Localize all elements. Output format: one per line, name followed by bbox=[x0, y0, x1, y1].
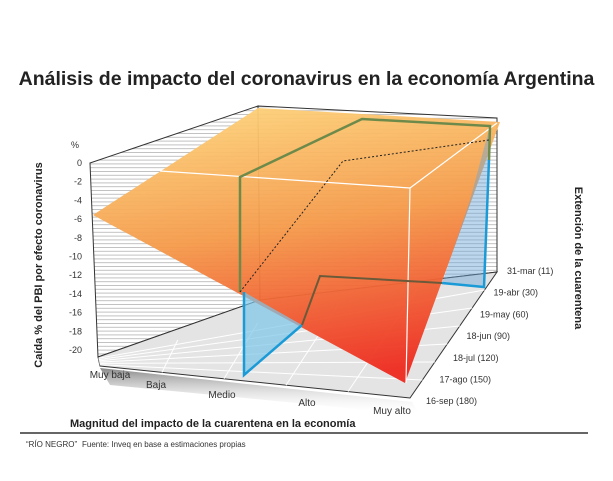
z-tick-label: -20 bbox=[69, 345, 82, 355]
x-category-label: Baja bbox=[146, 380, 166, 391]
source-text: Fuente: Inveq en base a estimaciones pro… bbox=[82, 440, 246, 449]
y-category-label: 31-mar (11) bbox=[507, 266, 553, 276]
highlight-back-area bbox=[442, 126, 490, 287]
y-category-label: 16-sep (180) bbox=[426, 396, 477, 406]
x-category-label: Muy alto bbox=[373, 406, 411, 417]
z-tick-label: -2 bbox=[74, 177, 82, 187]
y-axis-label: Extención de la cuarentena bbox=[572, 187, 584, 330]
highlight-line bbox=[242, 292, 303, 378]
x-axis-label: Magnitud del impacto de la cuarentena en… bbox=[70, 418, 356, 430]
z-tick-label: -8 bbox=[74, 233, 82, 243]
highlight-line bbox=[441, 159, 491, 289]
y-category-label: 17-ago (150) bbox=[440, 375, 492, 385]
highlight-floor-area bbox=[244, 292, 302, 375]
x-category-label: Medio bbox=[208, 390, 236, 401]
z-tick-label: 0 bbox=[77, 158, 82, 168]
green-line bbox=[238, 117, 492, 292]
floor-gridline bbox=[99, 364, 423, 381]
y-category-label: 19-abr (30) bbox=[494, 288, 539, 298]
z-tick-label: -14 bbox=[69, 289, 82, 299]
z-tick-label: -10 bbox=[69, 252, 82, 262]
z-tick-label: -16 bbox=[69, 308, 82, 318]
x-category-label: Alto bbox=[298, 398, 316, 409]
chart-title: Análisis de impacto del coronavirus en l… bbox=[18, 68, 595, 90]
floor-gridline bbox=[161, 339, 179, 373]
z-tick-label: -6 bbox=[74, 214, 82, 224]
floor-shadow bbox=[100, 368, 420, 415]
box-line bbox=[405, 187, 411, 384]
x-category-label: Muy baja bbox=[90, 370, 131, 381]
z-tick-label: -4 bbox=[74, 195, 82, 205]
source-brand: “RÍO NEGRO” bbox=[26, 440, 78, 449]
y-category-label: 19-may (60) bbox=[480, 309, 529, 319]
z-tick-label: -18 bbox=[69, 326, 82, 336]
z-axis-label: Caída % del PBI por efecto coronavirus bbox=[33, 162, 45, 367]
footer-rule bbox=[20, 432, 588, 434]
dotted-line bbox=[239, 139, 490, 293]
y-category-label: 18-jul (120) bbox=[453, 353, 499, 363]
z-tick-label: -12 bbox=[69, 270, 82, 280]
y-category-label: 18-jun (90) bbox=[467, 331, 511, 341]
floor-projection-line bbox=[301, 274, 443, 326]
z-unit-label: % bbox=[71, 140, 79, 150]
surface bbox=[93, 108, 500, 383]
